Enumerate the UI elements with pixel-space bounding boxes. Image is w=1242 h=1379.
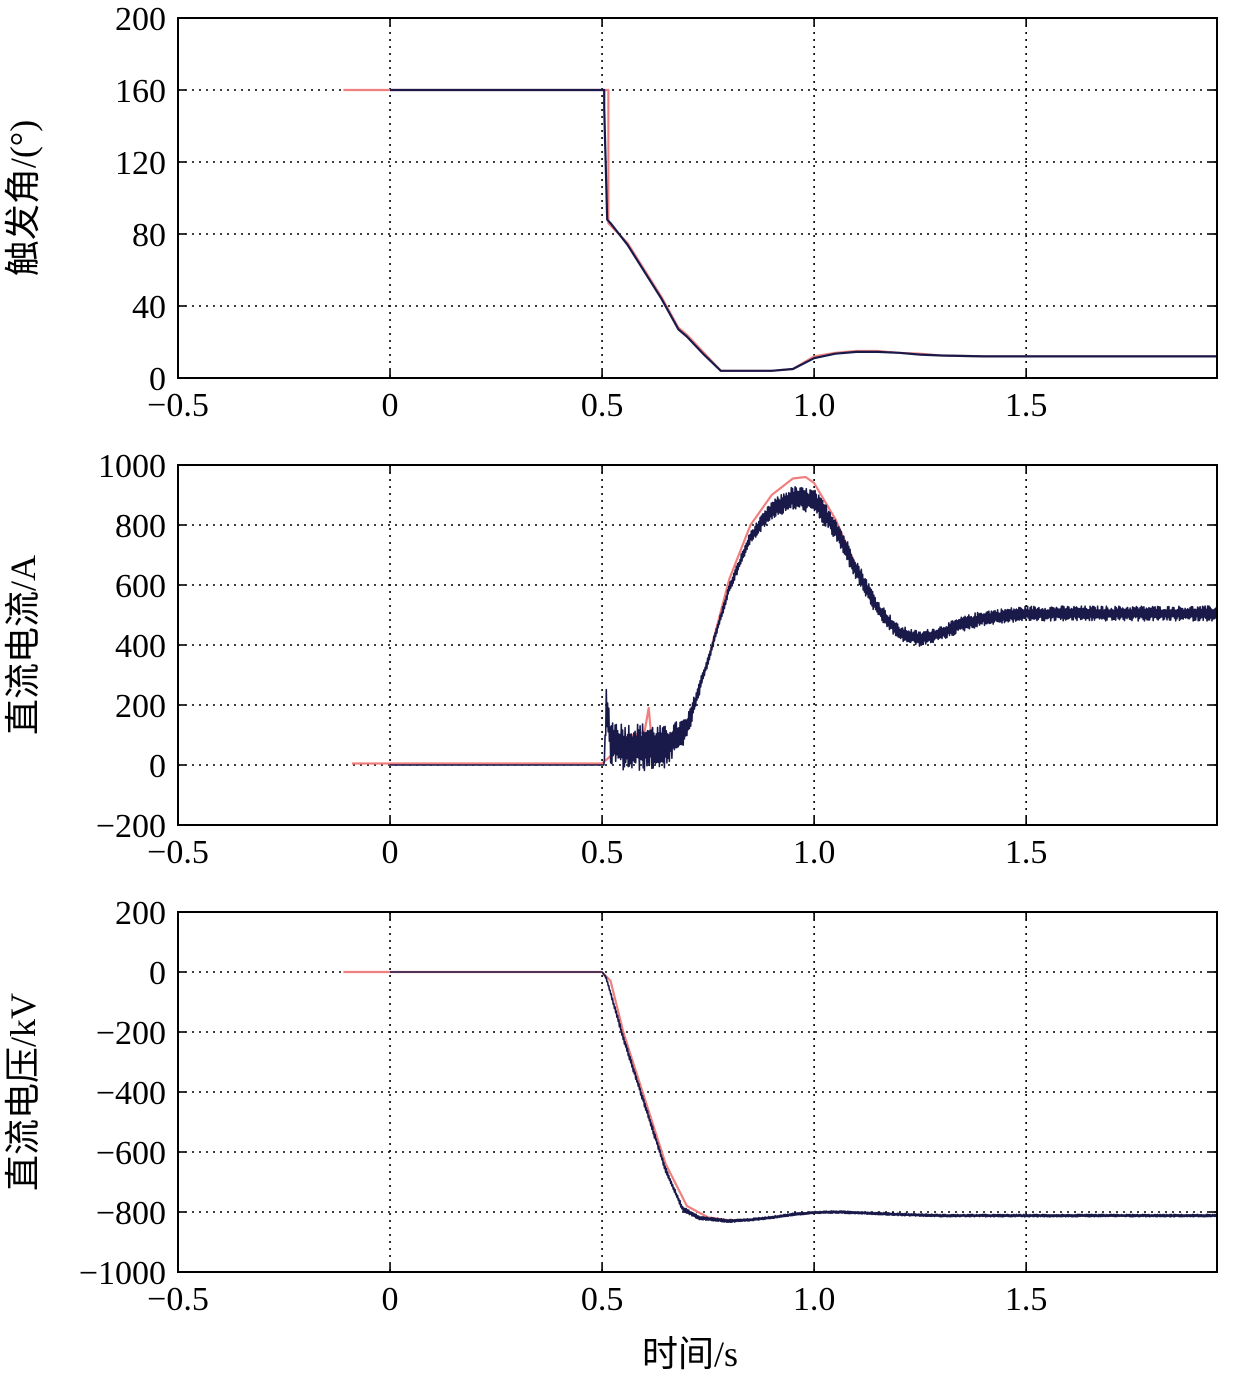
x-tick-label: 0 [382,387,399,424]
y-tick-label: 600 [115,568,166,605]
y-tick-label: 400 [115,628,166,665]
x-tick-label: 0 [382,1281,399,1318]
x-tick-label: −0.5 [147,834,209,871]
y-tick-label: −800 [96,1195,166,1232]
y-tick-label: 160 [115,73,166,110]
x-tick-label: 0.5 [581,1281,624,1318]
series-group [343,88,1217,372]
series-line-0 [343,88,1217,372]
y-tick-label: −1000 [79,1255,166,1292]
plot-dc-voltage: −0.5 0 0.5 1.0 1.5 −1000 −800 −600 −400 −200 0 200 直… [3,895,1218,1318]
y-tick-label: −600 [96,1135,166,1172]
y-tick-label: 800 [115,508,166,545]
y-tick-label: −200 [96,808,166,845]
y-tick-label: 0 [149,748,166,785]
x-tick-label: −0.5 [147,1281,209,1318]
y-tick-label: 0 [149,955,166,992]
y-tick-label: 40 [132,289,166,326]
x-tick-label: 0.5 [581,387,624,424]
y-tick-label: 80 [132,217,166,254]
series-line-0 [351,475,1217,765]
series-group [351,475,1217,772]
plot-dc-current: −0.5 0 0.5 1.0 1.5 −200 0 200 400 600 800 1000 直流电流/… [3,448,1218,871]
plot-frame [177,17,1218,379]
x-tick-label: 1.5 [1005,1281,1048,1318]
y-tick-label: 200 [115,1,166,38]
y-tick-label: 1000 [98,448,166,485]
x-tick-label: −0.5 [147,387,209,424]
x-tick-label: 0 [382,834,399,871]
x-tick-label: 0.5 [581,834,624,871]
x-tick-label: 1.5 [1005,387,1048,424]
x-tick-label: 1.0 [793,1281,836,1318]
y-tick-label: 200 [115,688,166,725]
x-tick-label: 1.0 [793,834,836,871]
series-line-1 [389,971,1217,1223]
x-tick-label: 1.5 [1005,834,1048,871]
series-line-1 [389,485,1217,772]
y-axis-label: 直流电压/kV [3,993,43,1191]
y-axis-label: 直流电流/A [3,555,43,735]
y-tick-label: 0 [149,361,166,398]
y-tick-label: −400 [96,1075,166,1112]
series-line-1 [390,88,1217,372]
series-group [343,970,1217,1223]
x-axis-label: 时间/s [642,1334,738,1374]
y-tick-label: 200 [115,895,166,932]
x-tick-label: 1.0 [793,387,836,424]
y-axis-label: 触发角/(°) [3,120,43,276]
y-tick-label: −200 [96,1015,166,1052]
series-line-0 [343,970,1217,1222]
y-tick-label: 120 [115,145,166,182]
